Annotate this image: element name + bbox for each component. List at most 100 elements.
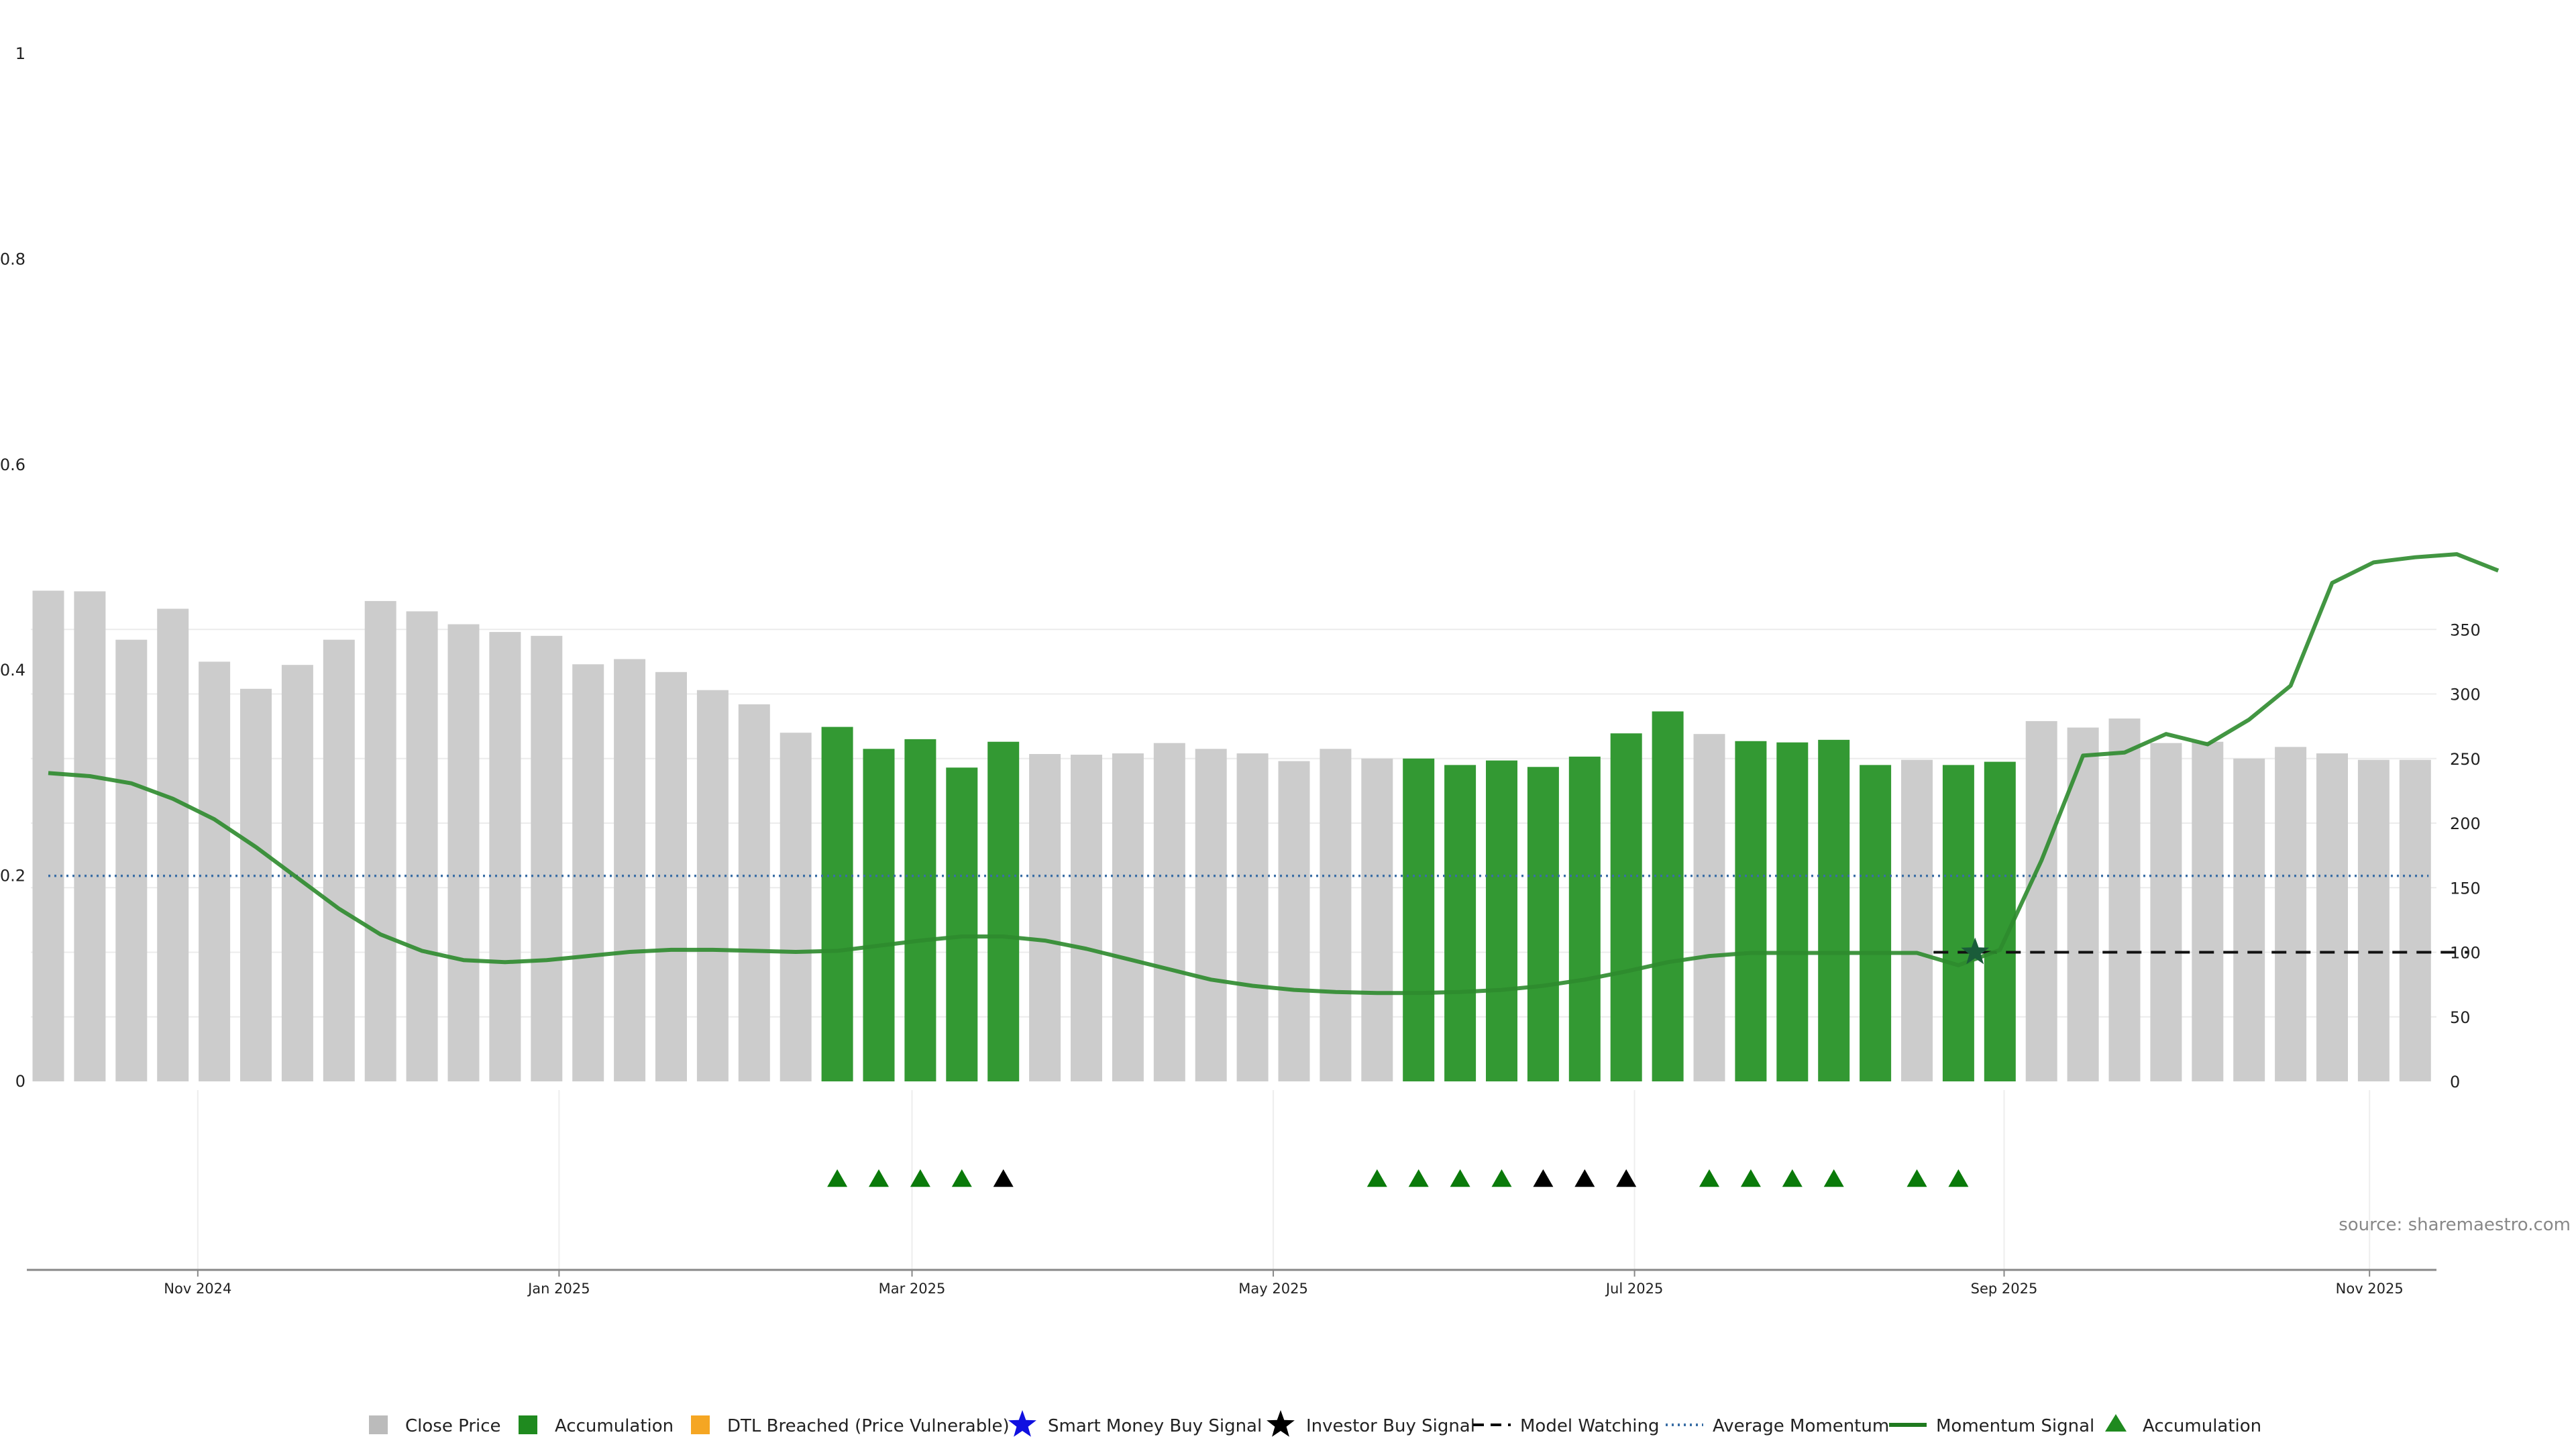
right-tick-label: 350 xyxy=(2450,621,2481,639)
close-price-bar xyxy=(1278,761,1310,1081)
close-price-bar xyxy=(2192,741,2224,1081)
close-price-bar xyxy=(364,600,396,1081)
accumulation-marker xyxy=(1491,1169,1512,1187)
right-tick-label: 0 xyxy=(2450,1073,2460,1091)
legend: Close Price Accumulation DTL Breached (Pri… xyxy=(369,1410,2261,1437)
series-lines xyxy=(48,552,2500,996)
accumulation-bar xyxy=(863,749,895,1081)
legend-item-smart: Smart Money Buy Signal xyxy=(1008,1410,1262,1437)
legend-item-investor: Investor Buy Signal xyxy=(1267,1410,1475,1437)
legend-item-dtl: DTL Breached (Price Vulnerable) xyxy=(691,1415,1010,1436)
right-axis: 0 50 100 150 200 250 300 350 xyxy=(2450,621,2481,1091)
x-tick-label: Sep 2025 xyxy=(1971,1281,2038,1297)
close-price-bar xyxy=(1693,734,1725,1081)
close-price-bar xyxy=(1901,759,1933,1081)
accumulation-marker xyxy=(827,1169,848,1187)
accumulation-marker xyxy=(1948,1169,1969,1187)
accumulation-marker xyxy=(1450,1169,1470,1187)
accumulation-bar xyxy=(1776,742,1809,1081)
legend-label: Accumulation xyxy=(2143,1416,2261,1436)
accumulation-marker xyxy=(951,1169,972,1187)
black-signal-marker xyxy=(1533,1169,1554,1187)
accumulation-bar xyxy=(1568,756,1601,1081)
accumulation-bar xyxy=(1818,739,1850,1081)
close-price-bar xyxy=(323,639,355,1081)
right-tick-label: 150 xyxy=(2450,879,2481,898)
legend-label: Close Price xyxy=(405,1416,501,1436)
accumulation-marker xyxy=(1408,1169,1429,1187)
close-price-bar xyxy=(1236,753,1269,1081)
legend-label: Average Momentum xyxy=(1713,1416,1889,1436)
close-price-bar xyxy=(1029,754,1061,1081)
legend-label: Investor Buy Signal xyxy=(1306,1416,1475,1436)
right-tick-label: 100 xyxy=(2450,944,2481,963)
legend-star-icon xyxy=(1008,1410,1036,1437)
close-price-bar xyxy=(115,639,148,1081)
legend-label: Accumulation xyxy=(555,1416,674,1436)
left-tick-label: 0.2 xyxy=(0,867,25,885)
black-signal-marker xyxy=(1574,1169,1595,1187)
momentum-signal-line xyxy=(48,552,2500,996)
x-tick-label: Nov 2025 xyxy=(2336,1281,2404,1297)
close-price-bar xyxy=(406,611,438,1081)
close-price-bar xyxy=(2316,753,2348,1081)
close-price-bar xyxy=(614,659,646,1081)
legend-triangle-icon xyxy=(2105,1414,2127,1432)
close-price-bar xyxy=(1195,749,1227,1081)
close-price-bar xyxy=(738,704,770,1081)
right-tick-label: 50 xyxy=(2450,1008,2471,1027)
accumulation-bar xyxy=(1735,741,1767,1081)
accumulation-bar xyxy=(946,767,978,1081)
close-price-bar xyxy=(2233,758,2265,1081)
accumulation-marker xyxy=(1782,1169,1803,1187)
left-tick-label: 0 xyxy=(15,1072,25,1091)
close-price-bar xyxy=(74,591,106,1081)
close-price-bar xyxy=(780,733,812,1081)
legend-label: Smart Money Buy Signal xyxy=(1048,1416,1262,1436)
right-tick-label: 300 xyxy=(2450,686,2481,704)
close-price-bar xyxy=(240,688,272,1081)
black-signal-marker xyxy=(993,1169,1014,1187)
legend-item-accmark: Accumulation xyxy=(2105,1414,2261,1436)
accumulation-markers xyxy=(827,1169,1969,1187)
x-tick-label: Jan 2025 xyxy=(527,1281,590,1297)
accumulation-bar xyxy=(1652,711,1684,1081)
close-price-bar xyxy=(2357,759,2390,1081)
close-price-bar xyxy=(1153,743,1185,1081)
left-tick-label: 0.4 xyxy=(0,661,25,680)
close-price-bar xyxy=(1112,753,1144,1081)
accumulation-marker xyxy=(1366,1169,1387,1187)
accumulation-bar xyxy=(1486,760,1517,1081)
right-tick-label: 250 xyxy=(2450,750,2481,769)
accumulation-bar xyxy=(1444,765,1477,1081)
x-tick-label: Nov 2024 xyxy=(164,1281,231,1297)
legend-item-avgmom: Average Momentum xyxy=(1666,1416,1889,1436)
left-tick-label: 0.6 xyxy=(0,455,25,474)
accumulation-marker xyxy=(1823,1169,1844,1187)
legend-label: DTL Breached (Price Vulnerable) xyxy=(727,1416,1010,1436)
legend-square-icon xyxy=(691,1415,710,1434)
accumulation-bar xyxy=(1527,767,1559,1081)
close-price-bar xyxy=(1071,754,1102,1081)
close-price-bar xyxy=(489,632,521,1081)
close-price-bar xyxy=(2150,743,2182,1081)
right-tick-label: 200 xyxy=(2450,814,2481,833)
close-price-bar xyxy=(2399,759,2431,1081)
legend-item-momsig: Momentum Signal xyxy=(1889,1416,2094,1436)
legend-label: Model Watching xyxy=(1520,1416,1659,1436)
accumulation-marker xyxy=(1907,1169,1927,1187)
legend-star-icon xyxy=(1267,1410,1295,1437)
x-axis: Nov 2024 Jan 2025 Mar 2025 May 2025 Jul 2025… xyxy=(27,1269,2436,1297)
black-signal-marker xyxy=(1616,1169,1637,1187)
left-axis: 0 0.2 0.4 0.6 0.8 1 xyxy=(0,44,25,1091)
close-price-bar xyxy=(1361,758,1393,1081)
accumulation-bar xyxy=(987,741,1020,1081)
accumulation-bar xyxy=(1942,765,1974,1081)
accumulation-marker xyxy=(1740,1169,1761,1187)
close-price-bar xyxy=(572,664,604,1081)
left-tick-label: 0.8 xyxy=(0,250,25,268)
x-tick-label: May 2025 xyxy=(1238,1281,1308,1297)
bars xyxy=(32,590,2431,1081)
accumulation-marker xyxy=(869,1169,889,1187)
